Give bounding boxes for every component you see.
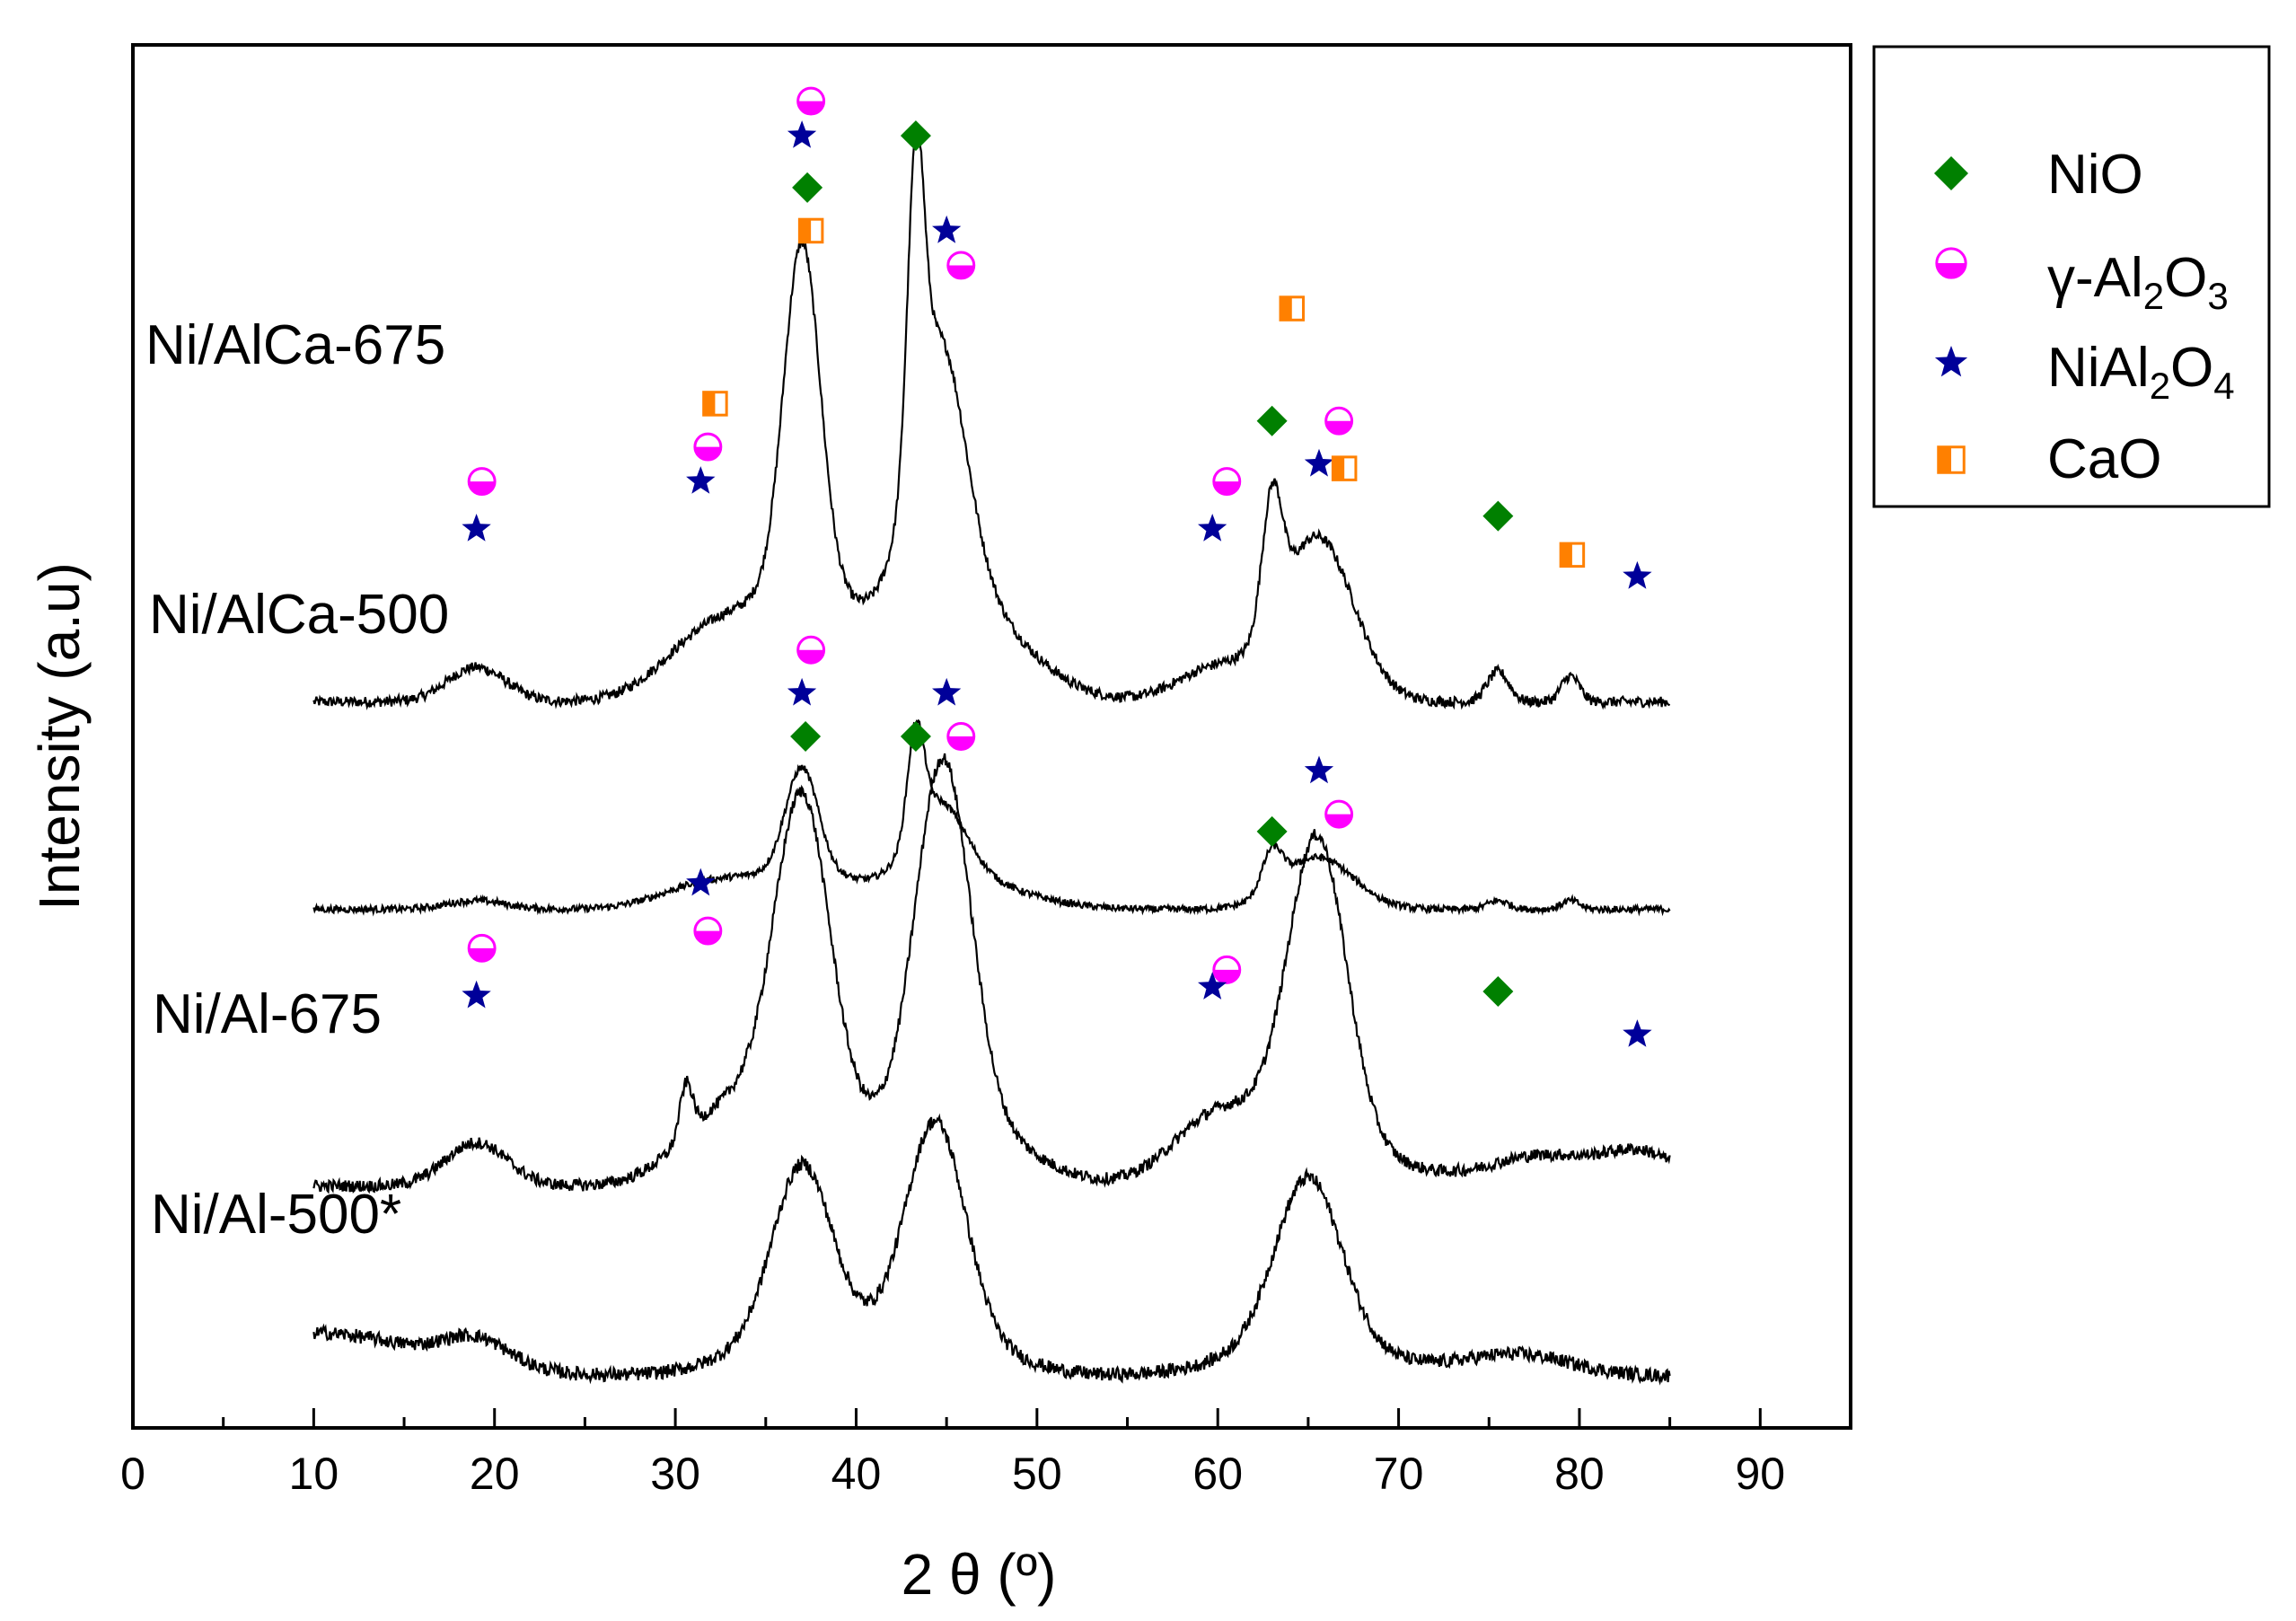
gamma-al2o3-half-circle-marker bbox=[467, 933, 497, 963]
markers-group bbox=[462, 86, 1652, 1047]
legend-nial-sub-2: 2 bbox=[2150, 365, 2170, 407]
x-tick-label: 70 bbox=[1374, 1449, 1424, 1499]
sample-label-al-675: Ni/Al-675 bbox=[153, 983, 382, 1045]
cao-half-square-marker bbox=[1937, 445, 1966, 474]
nio-diamond-marker bbox=[792, 172, 823, 203]
cao-half-square-marker bbox=[797, 217, 824, 244]
nio-diamond-marker bbox=[900, 120, 931, 152]
legend-entry-gamma-al2o3: γ-Al2O3 bbox=[1935, 247, 2229, 317]
gamma-al2o3-half-circle-marker bbox=[693, 432, 723, 462]
nial2o4-star-marker bbox=[1198, 972, 1227, 1000]
series-line-2 bbox=[312, 753, 1671, 1194]
legend-half-square-icon bbox=[1937, 445, 1966, 474]
nial2o4-star-marker bbox=[787, 677, 817, 706]
cao-half-square-marker bbox=[1331, 455, 1358, 481]
nio-diamond-marker bbox=[1482, 500, 1514, 532]
legend-label-gamma-al2o3: γ-Al2O3 bbox=[2047, 247, 2229, 317]
legend-entry-nial2o4: NiAl2O4 bbox=[1934, 337, 2235, 407]
legend-label-nio: NiO bbox=[2047, 144, 2143, 206]
legend-label-nial2o4: NiAl2O4 bbox=[2047, 337, 2235, 407]
legend-diamond-icon bbox=[1934, 156, 1968, 190]
legend-gal-part-a: γ-Al bbox=[2047, 247, 2143, 309]
cao-half-square-marker bbox=[702, 391, 728, 417]
legend-half-circle-icon bbox=[1935, 247, 1967, 279]
series-line-3 bbox=[312, 1113, 1671, 1386]
nio-diamond-marker bbox=[1482, 975, 1514, 1007]
nial2o4-star-marker bbox=[1304, 448, 1334, 477]
legend-box bbox=[1872, 45, 2271, 508]
nial2o4-star-marker bbox=[787, 120, 817, 148]
gamma-al2o3-half-circle-marker bbox=[693, 916, 723, 946]
nial2o4-star-marker bbox=[1198, 514, 1227, 542]
sample-label-al-500: Ni/Al-500* bbox=[151, 1184, 401, 1246]
nial2o4-star-marker bbox=[462, 980, 491, 1009]
nial2o4-star-marker bbox=[686, 466, 716, 494]
legend-star-icon bbox=[1934, 346, 1968, 377]
legend-nial-sub-4: 4 bbox=[2213, 365, 2234, 407]
nial2o4-star-marker bbox=[932, 215, 962, 243]
sample-label-alca-675: Ni/AlCa-675 bbox=[145, 314, 445, 376]
nial2o4-star-marker bbox=[1623, 1019, 1652, 1047]
nio-diamond-marker bbox=[790, 721, 822, 752]
cao-half-square-marker bbox=[1279, 295, 1306, 322]
y-axis-title: Intensity (a.u) bbox=[27, 562, 92, 911]
series-line-1 bbox=[312, 718, 1671, 917]
gamma-al2o3-half-circle-marker bbox=[1324, 799, 1354, 829]
x-tick-label: 80 bbox=[1554, 1449, 1605, 1499]
gamma-al2o3-half-circle-marker bbox=[796, 86, 826, 116]
gamma-al2o3-half-circle-marker bbox=[467, 467, 497, 497]
plot-frame bbox=[131, 43, 1852, 1430]
gamma-al2o3-half-circle-marker bbox=[796, 635, 826, 665]
gamma-al2o3-half-circle-marker bbox=[946, 251, 976, 280]
series-line-0 bbox=[312, 120, 1671, 710]
x-tick-label: 90 bbox=[1736, 1449, 1786, 1499]
nial2o4-star-marker bbox=[686, 868, 716, 896]
legend-gal-sub-2: 2 bbox=[2143, 275, 2164, 317]
x-tick-label: 10 bbox=[289, 1449, 339, 1499]
gamma-al2o3-half-circle-marker bbox=[1324, 406, 1354, 436]
legend-nial-part-o: O bbox=[2170, 337, 2213, 399]
x-tick-label: 50 bbox=[1012, 1449, 1062, 1499]
nial2o4-star-marker bbox=[932, 677, 962, 706]
x-axis-title: 2 θ (º) bbox=[902, 1542, 1057, 1607]
legend-gal-part-o: O bbox=[2164, 247, 2207, 309]
nio-diamond-marker bbox=[900, 721, 931, 752]
curves-group bbox=[312, 120, 1671, 1386]
x-tick-label: 30 bbox=[650, 1449, 700, 1499]
legend-label-cao: CaO bbox=[2047, 428, 2161, 490]
cao-half-square-marker bbox=[1559, 542, 1586, 568]
nial2o4-star-marker bbox=[1304, 755, 1334, 784]
x-tick-label: 60 bbox=[1192, 1449, 1243, 1499]
legend-gal-sub-3: 3 bbox=[2207, 275, 2228, 317]
gamma-al2o3-half-circle-marker bbox=[946, 722, 976, 751]
legend: NiO γ-Al2O3 NiAl2O4 CaO bbox=[1872, 45, 2271, 508]
legend-entry-cao: CaO bbox=[1937, 428, 2161, 490]
x-tick-label: 20 bbox=[470, 1449, 520, 1499]
gamma-al2o3-half-circle-marker bbox=[1935, 247, 1967, 279]
gamma-al2o3-half-circle-marker bbox=[1212, 467, 1242, 497]
nio-diamond-marker bbox=[1256, 405, 1288, 436]
legend-nial-part-a: NiAl bbox=[2047, 337, 2150, 399]
sample-label-alca-500: Ni/AlCa-500 bbox=[149, 584, 449, 646]
nio-diamond-marker bbox=[1256, 815, 1288, 847]
x-tick-label: 40 bbox=[831, 1449, 882, 1499]
nio-diamond-marker bbox=[1934, 156, 1968, 190]
gamma-al2o3-half-circle-marker bbox=[1212, 955, 1242, 984]
nial2o4-star-marker bbox=[462, 514, 491, 542]
nial2o4-star-marker bbox=[1623, 560, 1652, 589]
x-ticks-group: 0 10 20 30 40 50 60 70 80 90 bbox=[120, 1408, 1852, 1499]
nial2o4-star-marker bbox=[1934, 346, 1968, 377]
x-tick-label: 0 bbox=[120, 1449, 145, 1499]
legend-entry-nio: NiO bbox=[1934, 144, 2143, 206]
